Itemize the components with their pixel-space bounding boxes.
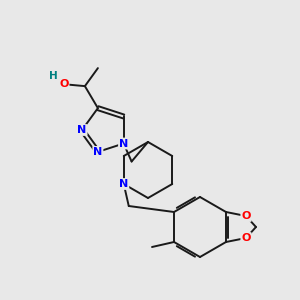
Text: N: N bbox=[119, 139, 128, 148]
Text: H: H bbox=[49, 71, 57, 81]
Text: N: N bbox=[93, 147, 103, 157]
Text: O: O bbox=[241, 211, 251, 221]
Text: N: N bbox=[77, 125, 87, 135]
Text: O: O bbox=[59, 79, 69, 89]
Text: N: N bbox=[119, 179, 128, 189]
Text: O: O bbox=[241, 233, 251, 243]
